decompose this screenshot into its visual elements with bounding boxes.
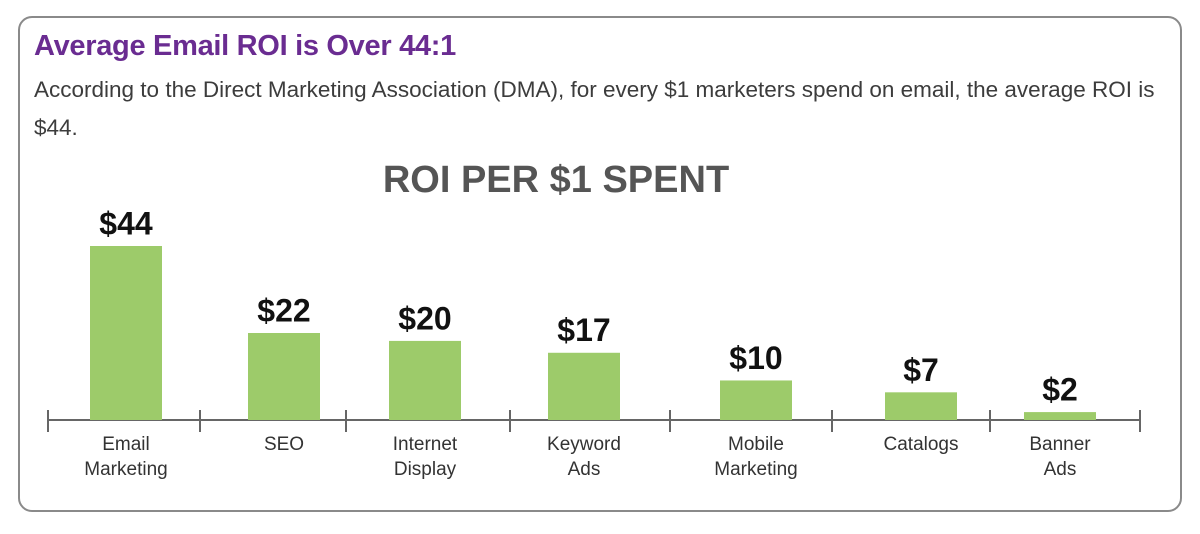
- x-tick-label: Catalogs: [884, 434, 959, 455]
- x-tick-label: Mobile Marketing: [714, 434, 797, 480]
- description: According to the Direct Marketing Associ…: [34, 77, 1155, 140]
- x-tick-label: Internet Display: [393, 434, 458, 480]
- bar: [90, 246, 162, 420]
- x-tick-label: Email Marketing: [84, 434, 167, 480]
- value-label: $22: [257, 292, 310, 328]
- chart-title: ROI PER $1 SPENT: [383, 159, 729, 201]
- x-tick-label: Banner Ads: [1029, 434, 1091, 480]
- card: [18, 16, 1182, 512]
- bar: [248, 333, 320, 420]
- value-label: $44: [99, 205, 153, 241]
- x-tick-label: SEO: [264, 434, 304, 455]
- value-label: $10: [729, 340, 782, 376]
- bar: [389, 340, 461, 420]
- bar: [885, 392, 957, 420]
- value-label: $17: [557, 312, 610, 348]
- value-label: $2: [1042, 372, 1078, 408]
- bar: [720, 380, 792, 420]
- bar: [1024, 412, 1096, 420]
- value-label: $7: [903, 352, 939, 388]
- bar: [548, 352, 620, 420]
- x-tick-label: Keyword Ads: [547, 434, 621, 480]
- value-label: $20: [398, 300, 451, 336]
- heading: Average Email ROI is Over 44:1: [34, 30, 456, 62]
